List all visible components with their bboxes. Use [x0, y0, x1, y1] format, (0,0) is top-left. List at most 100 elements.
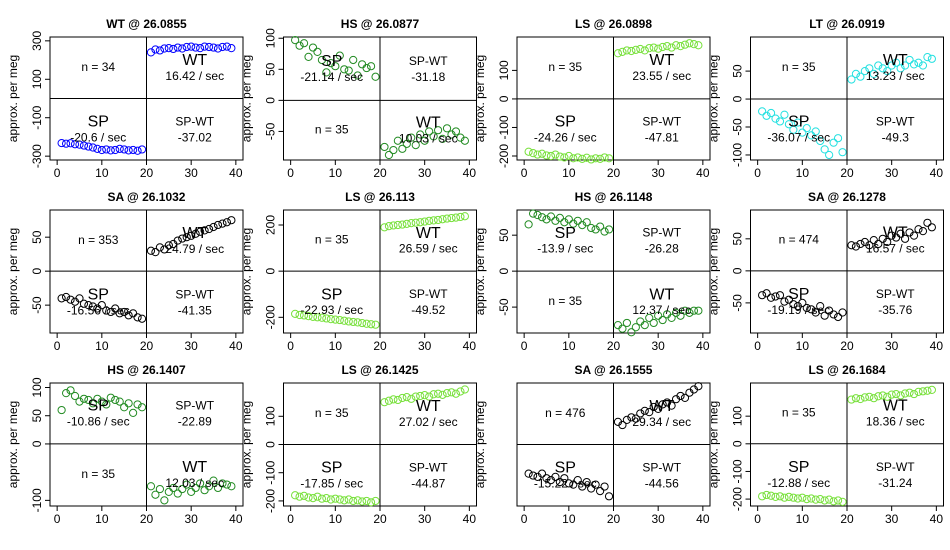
- y-tick-label: -200: [264, 489, 278, 513]
- point: [865, 64, 874, 73]
- point: [344, 317, 353, 326]
- point: [349, 496, 358, 506]
- y-axis-label: approx. per meg: [6, 55, 20, 142]
- point: [61, 139, 71, 148]
- y-axis-label: approx. per meg: [707, 55, 721, 142]
- point: [613, 49, 623, 58]
- point: [384, 150, 394, 160]
- point: [649, 402, 658, 412]
- point: [88, 143, 97, 152]
- point: [295, 310, 304, 320]
- point: [923, 53, 932, 62]
- wt-rate: 26.59 / sec: [399, 242, 458, 256]
- point: [151, 248, 160, 257]
- point: [57, 138, 66, 148]
- point: [398, 144, 407, 153]
- point: [425, 127, 434, 136]
- point: [398, 220, 407, 229]
- wt-rate: 27.02 / sec: [399, 415, 458, 429]
- point: [802, 303, 811, 313]
- point: [551, 150, 560, 159]
- point: [766, 491, 776, 500]
- y-tick-label: 100: [30, 69, 44, 89]
- x-tick-label: 10: [562, 166, 576, 180]
- diff-value: -26.28: [645, 242, 679, 256]
- x-tick-label: 10: [95, 339, 109, 353]
- point: [160, 44, 169, 53]
- wt-rate: 12.03 / sec: [165, 476, 224, 490]
- point: [88, 302, 97, 311]
- point: [631, 45, 640, 54]
- point: [438, 134, 447, 143]
- point: [84, 142, 93, 151]
- point: [789, 125, 798, 134]
- point: [442, 214, 452, 223]
- x-tick-label: 20: [140, 339, 154, 353]
- point: [528, 471, 538, 480]
- y-tick-label: -200: [264, 305, 278, 329]
- n-label: n = 353: [78, 233, 119, 247]
- point: [847, 395, 856, 404]
- point: [654, 404, 663, 413]
- point: [218, 219, 227, 228]
- y-axis-label: approx. per meg: [6, 401, 20, 488]
- point: [146, 48, 156, 57]
- point: [900, 389, 910, 398]
- diff-label: SP-WT: [642, 460, 681, 474]
- point: [291, 309, 300, 318]
- y-tick-label: -200: [731, 487, 745, 511]
- panel-title: HS @ 26.1148: [575, 190, 653, 204]
- sp-rate: -24.26 / sec: [534, 131, 597, 145]
- x-tick-label: 30: [651, 339, 665, 353]
- point: [128, 145, 138, 155]
- point: [555, 152, 564, 161]
- point: [402, 219, 411, 228]
- y-tick-label: -50: [30, 296, 44, 314]
- point: [420, 136, 429, 145]
- point: [331, 62, 340, 71]
- point: [371, 72, 380, 81]
- y-axis-label: approx. per meg: [707, 401, 721, 488]
- point: [758, 107, 767, 116]
- point: [97, 301, 106, 310]
- point: [398, 393, 407, 403]
- point: [546, 151, 556, 161]
- point: [317, 55, 327, 65]
- diff-label: SP-WT: [876, 460, 915, 474]
- n-label: n = 35: [548, 60, 582, 74]
- point: [587, 155, 596, 164]
- x-tick-label: 20: [840, 512, 854, 526]
- point: [353, 71, 362, 80]
- wt-label: WT: [649, 52, 674, 69]
- point: [178, 234, 187, 243]
- point: [213, 483, 223, 493]
- point: [196, 479, 205, 488]
- x-tick-label: 20: [140, 166, 154, 180]
- x-tick-label: 30: [651, 166, 665, 180]
- x-tick-label: 10: [329, 512, 343, 526]
- diff-label: SP-WT: [175, 114, 214, 128]
- wt-label: WT: [649, 398, 674, 415]
- n-label: n = 35: [81, 467, 115, 481]
- y-tick-label: 200: [264, 215, 278, 235]
- y-tick-label: -100: [30, 488, 44, 512]
- point: [97, 145, 106, 155]
- point: [187, 42, 196, 51]
- wt-rate: 18.36 / sec: [866, 415, 925, 429]
- point: [918, 61, 928, 70]
- point: [61, 389, 71, 398]
- point: [694, 41, 703, 50]
- point: [914, 225, 923, 234]
- point: [366, 498, 376, 507]
- y-tick-label: -200: [497, 144, 511, 168]
- point: [128, 309, 138, 318]
- point: [654, 44, 663, 53]
- wt-label: WT: [883, 52, 908, 69]
- y-tick-label: 0: [497, 95, 511, 102]
- x-tick-label: 40: [696, 512, 710, 526]
- point: [191, 43, 200, 52]
- point: [169, 44, 178, 54]
- point: [304, 312, 313, 321]
- diff-value: -35.76: [878, 303, 912, 317]
- sp-rate: -17.85 / sec: [300, 476, 363, 490]
